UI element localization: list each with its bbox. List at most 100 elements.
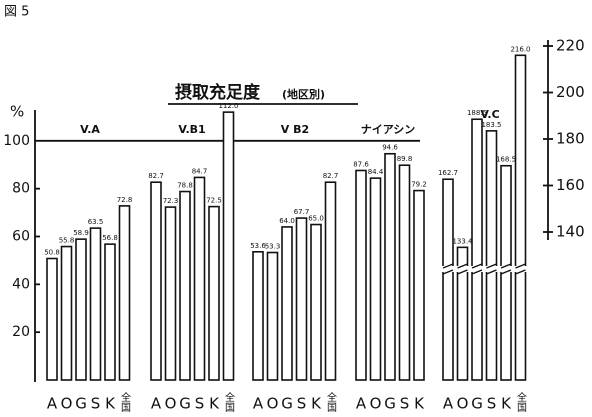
bar bbox=[369, 177, 382, 381]
axis-break bbox=[471, 266, 483, 272]
bar bbox=[324, 181, 337, 381]
value-label: 82.7 bbox=[323, 172, 339, 180]
x-tick-label: G bbox=[281, 395, 293, 413]
x-tick-label: O bbox=[370, 395, 382, 413]
x-tick-label: S bbox=[400, 395, 410, 413]
value-label: 50.8 bbox=[44, 249, 60, 257]
bar bbox=[208, 205, 220, 381]
bar bbox=[89, 227, 102, 381]
value-label: 72.3 bbox=[163, 197, 179, 205]
axis-break-line bbox=[471, 269, 483, 275]
bar bbox=[355, 169, 367, 381]
x-tick-label: 全国 bbox=[325, 391, 337, 413]
x-tick-label: A bbox=[356, 395, 367, 413]
bar bbox=[485, 130, 498, 381]
group-label: V.B1 bbox=[178, 123, 205, 136]
bar bbox=[252, 251, 264, 381]
value-label: 112.0 bbox=[218, 102, 238, 110]
bar bbox=[46, 257, 58, 381]
figure-label: 図 5 bbox=[4, 5, 29, 20]
value-label: 216.0 bbox=[510, 45, 530, 53]
bar bbox=[150, 181, 162, 381]
bar bbox=[398, 164, 411, 381]
axis-break-line bbox=[457, 263, 468, 269]
value-label: 53.6 bbox=[250, 242, 266, 250]
axis-break-line bbox=[486, 269, 497, 275]
bar bbox=[118, 205, 131, 381]
x-tick-label: G bbox=[75, 395, 87, 413]
group-label: ナイアシン bbox=[361, 123, 416, 136]
bar bbox=[384, 152, 396, 381]
value-label: 55.8 bbox=[59, 237, 75, 245]
bar bbox=[456, 246, 469, 381]
value-label: 84.4 bbox=[368, 168, 384, 176]
bar bbox=[164, 206, 177, 381]
bar bbox=[471, 118, 483, 381]
x-tick-label: O bbox=[61, 395, 73, 413]
y-tick-label: 80 bbox=[12, 181, 30, 197]
axis-break bbox=[442, 266, 454, 272]
x-tick-label: G bbox=[384, 395, 396, 413]
y2-tick-label: 140 bbox=[556, 223, 585, 241]
x-tick-label: A bbox=[253, 395, 264, 413]
axis-break-line bbox=[457, 269, 468, 275]
bar bbox=[222, 111, 235, 381]
x-tick-label: K bbox=[105, 395, 116, 413]
value-label: 87.6 bbox=[353, 160, 369, 168]
x-tick-label: K bbox=[209, 395, 220, 413]
value-label: 183.5 bbox=[481, 121, 501, 129]
value-label: 72.5 bbox=[206, 197, 222, 205]
bar bbox=[413, 189, 425, 381]
value-label: 53.3 bbox=[265, 243, 281, 251]
y-axis-label: % bbox=[10, 103, 24, 121]
x-tick-label: G bbox=[471, 395, 483, 413]
x-tick-label: S bbox=[91, 395, 101, 413]
bar bbox=[104, 243, 116, 381]
group-label: V.A bbox=[80, 123, 100, 136]
value-label: 133.4 bbox=[452, 237, 473, 245]
axis-break bbox=[514, 266, 527, 272]
bar bbox=[281, 226, 293, 381]
value-label: 89.8 bbox=[397, 155, 413, 163]
value-label: 79.2 bbox=[411, 181, 427, 189]
axis-break bbox=[456, 266, 469, 272]
axis-break-line bbox=[515, 263, 526, 269]
chart-subtitle: (地区別) bbox=[282, 87, 325, 101]
x-tick-label: A bbox=[443, 395, 454, 413]
x-tick-label: S bbox=[487, 395, 497, 413]
value-label: 188.5 bbox=[467, 109, 487, 117]
bar bbox=[193, 176, 206, 381]
value-label: 67.7 bbox=[294, 208, 310, 216]
bar bbox=[179, 190, 191, 381]
bar bbox=[310, 223, 322, 381]
group-label: V B2 bbox=[281, 123, 309, 136]
x-tick-label: O bbox=[457, 395, 469, 413]
x-tick-label: S bbox=[195, 395, 205, 413]
y-tick-label: 60 bbox=[12, 229, 30, 245]
value-label: 63.5 bbox=[88, 218, 104, 226]
value-label: 56.8 bbox=[102, 234, 118, 242]
y-tick-label: 40 bbox=[12, 276, 30, 292]
value-label: 168.5 bbox=[496, 156, 516, 164]
group-label: V.C bbox=[480, 108, 499, 121]
value-label: 78.8 bbox=[177, 182, 193, 190]
axis-break-line bbox=[500, 269, 512, 275]
axis-break bbox=[485, 266, 498, 272]
x-tick-label: 全国 bbox=[515, 391, 527, 413]
value-label: 72.8 bbox=[117, 196, 133, 204]
value-label: 58.9 bbox=[73, 229, 89, 237]
axis-break-line bbox=[500, 263, 512, 269]
value-label: 162.7 bbox=[438, 169, 458, 177]
y2-tick-label: 180 bbox=[556, 130, 585, 148]
x-tick-label: K bbox=[414, 395, 425, 413]
bar bbox=[75, 238, 87, 381]
chart-title: 摂取充足度 bbox=[175, 82, 261, 103]
y2-tick-label: 220 bbox=[556, 37, 585, 55]
axis-break-line bbox=[515, 269, 526, 275]
bar bbox=[514, 54, 527, 381]
bar bbox=[442, 178, 454, 381]
axis-break-line bbox=[442, 263, 454, 269]
x-tick-label: O bbox=[267, 395, 279, 413]
y2-tick-label: 200 bbox=[556, 83, 585, 101]
